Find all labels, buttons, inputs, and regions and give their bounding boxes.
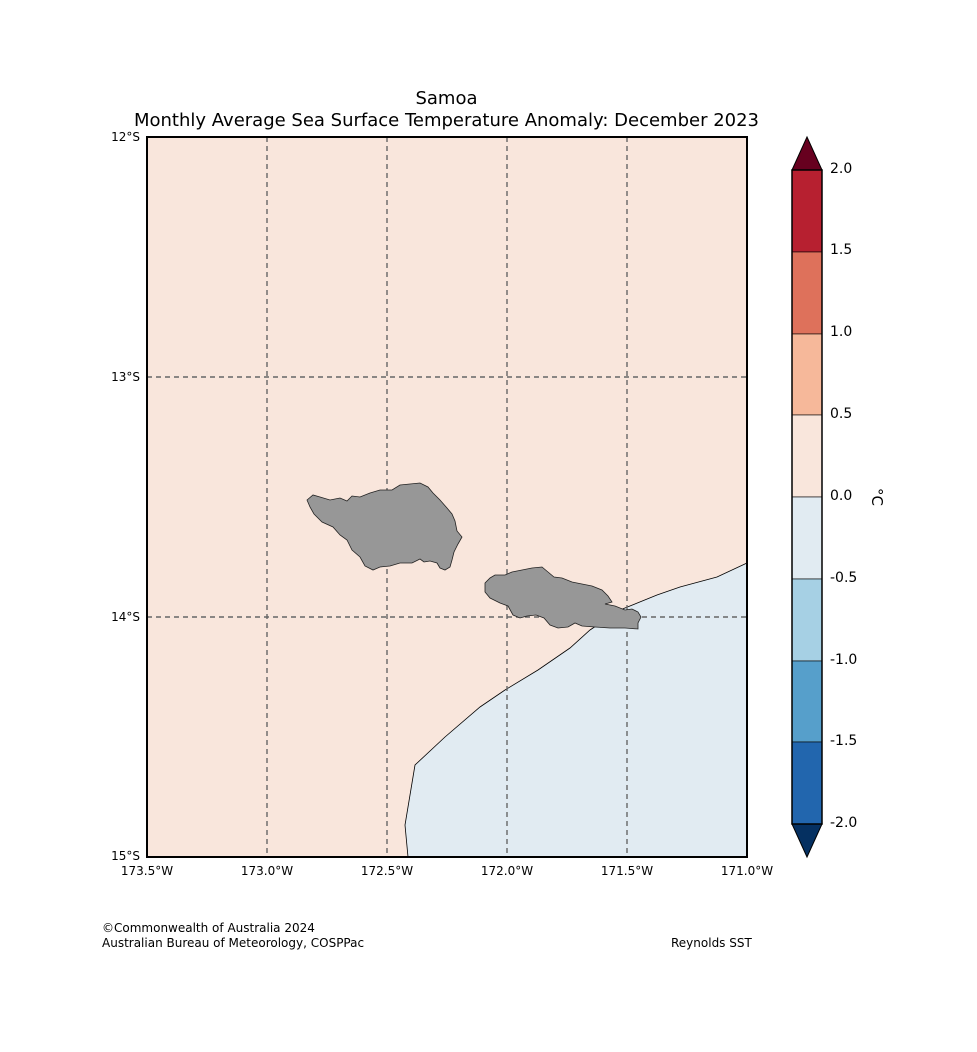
lon-label-171-5w: 171.5°W — [600, 864, 654, 878]
copyright-text: ©Commonwealth of Australia 2024 — [102, 921, 315, 935]
map-frame — [146, 136, 748, 858]
colorbar-segment-4 — [791, 414, 823, 498]
map-title: Samoa — [415, 88, 478, 109]
lon-label-173-0w: 173.0°W — [240, 864, 294, 878]
colorbar-segment-2 — [791, 251, 823, 335]
lon-label-171-0w: 171.0°W — [720, 864, 774, 878]
colorbar-segment-1 — [791, 169, 823, 253]
colorbar-tick-1-0: 1.0 — [830, 324, 853, 340]
lon-label-172-0w: 172.0°W — [480, 864, 534, 878]
colorbar-segment-8 — [791, 741, 823, 825]
colorbar-unit-label: °C — [867, 488, 886, 506]
lat-label-14s: 14°S — [111, 610, 140, 624]
colorbar-segment-3 — [791, 333, 823, 416]
colorbar-tick-0-5: 0.5 — [830, 406, 853, 422]
colorbar-tick-neg-1-0: -1.0 — [830, 652, 858, 668]
lon-label-172-5w: 172.5°W — [360, 864, 414, 878]
colorbar-under-arrow — [791, 823, 823, 859]
colorbar-tick-neg-1-5: -1.5 — [830, 733, 858, 749]
lat-label-15s: 15°S — [111, 849, 140, 863]
colorbar-segment-6 — [791, 578, 823, 662]
colorbar-tick-0-0: 0.0 — [830, 488, 853, 504]
lat-label-13s: 13°S — [111, 370, 140, 384]
source-text: Reynolds SST — [671, 936, 752, 950]
map-subtitle: Monthly Average Sea Surface Temperature … — [133, 110, 760, 131]
lon-label-173-5w: 173.5°W — [120, 864, 174, 878]
upolu-island — [484, 566, 642, 630]
colorbar-outline — [791, 169, 823, 825]
colorbar-segment-7 — [791, 660, 823, 743]
savaii-island — [306, 482, 463, 571]
colorbar-tick-neg-2-0: -2.0 — [830, 815, 858, 831]
colorbar-segment-5 — [791, 496, 823, 580]
colorbar-tick-2-0: 2.0 — [830, 161, 853, 177]
lat-label-12s: 12°S — [111, 130, 140, 144]
colorbar-tick-neg-0-5: -0.5 — [830, 570, 858, 586]
colorbar-over-arrow — [791, 135, 823, 171]
colorbar-tick-1-5: 1.5 — [830, 242, 853, 258]
agency-text: Australian Bureau of Meteorology, COSPPa… — [102, 936, 365, 950]
cool-anomaly-region — [404, 562, 748, 858]
